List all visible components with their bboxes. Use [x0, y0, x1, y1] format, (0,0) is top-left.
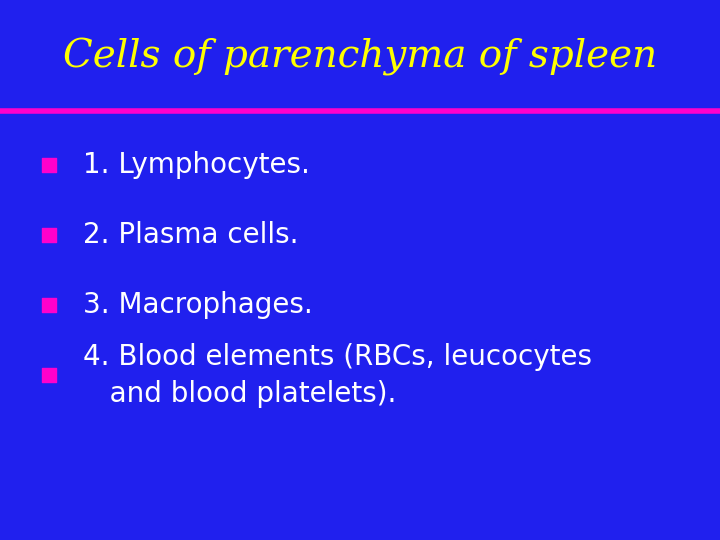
Text: 3. Macrophages.: 3. Macrophages. [83, 291, 312, 319]
Point [43, 160, 55, 169]
Point [43, 231, 55, 239]
Text: Cells of parenchyma of spleen: Cells of parenchyma of spleen [63, 38, 657, 76]
Text: 1. Lymphocytes.: 1. Lymphocytes. [83, 151, 310, 179]
Point [43, 301, 55, 309]
Point [43, 371, 55, 380]
Text: 2. Plasma cells.: 2. Plasma cells. [83, 221, 298, 249]
Text: 4. Blood elements (RBCs, leucocytes
   and blood platelets).: 4. Blood elements (RBCs, leucocytes and … [83, 343, 592, 408]
